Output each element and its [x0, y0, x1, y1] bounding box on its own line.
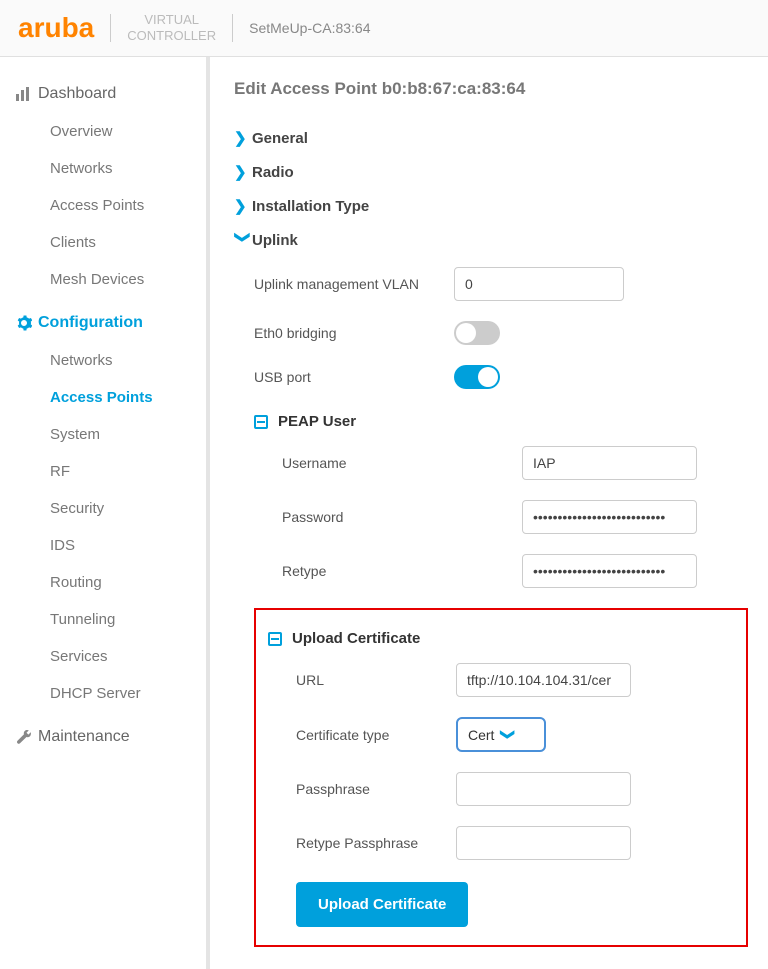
section-radio[interactable]: ❯ Radio	[234, 155, 768, 189]
url-label: URL	[296, 672, 456, 688]
divider	[232, 14, 233, 42]
chevron-down-icon: ❯	[234, 231, 252, 249]
section-general-label: General	[252, 130, 308, 147]
section-installation-label: Installation Type	[252, 198, 369, 215]
username-label: Username	[282, 455, 522, 471]
sidebar-item-conf-services[interactable]: Services	[0, 638, 206, 675]
eth0-bridging-toggle[interactable]	[454, 321, 500, 345]
sidebar-configuration-label: Configuration	[38, 314, 143, 332]
sidebar-item-conf-dhcp[interactable]: DHCP Server	[0, 675, 206, 712]
collapse-icon	[254, 415, 268, 429]
header-bar: aruba VIRTUAL CONTROLLER SetMeUp-CA:83:6…	[0, 0, 768, 57]
sidebar-item-overview[interactable]: Overview	[0, 113, 206, 150]
url-input[interactable]	[456, 663, 631, 697]
section-radio-label: Radio	[252, 164, 294, 181]
certificate-type-label: Certificate type	[296, 727, 456, 743]
uplink-vlan-label: Uplink management VLAN	[254, 276, 454, 292]
sidebar-item-conf-networks[interactable]: Networks	[0, 342, 206, 379]
sidebar-item-conf-routing[interactable]: Routing	[0, 564, 206, 601]
password-input[interactable]	[522, 500, 697, 534]
sidebar-item-mesh-devices[interactable]: Mesh Devices	[0, 261, 206, 298]
sidebar-item-networks[interactable]: Networks	[0, 150, 206, 187]
usb-port-toggle[interactable]	[454, 365, 500, 389]
uplink-vlan-input[interactable]	[454, 267, 624, 301]
chevron-right-icon: ❯	[234, 197, 252, 215]
chevron-down-icon: ❯	[500, 729, 517, 741]
upload-certificate-button[interactable]: Upload Certificate	[296, 882, 468, 927]
retype-passphrase-label: Retype Passphrase	[296, 835, 456, 851]
divider	[110, 14, 111, 42]
retype-passphrase-input[interactable]	[456, 826, 631, 860]
sidebar-dashboard-label: Dashboard	[38, 85, 116, 103]
passphrase-input[interactable]	[456, 772, 631, 806]
sidebar-item-access-points[interactable]: Access Points	[0, 187, 206, 224]
sidebar-maintenance[interactable]: Maintenance	[0, 718, 206, 756]
sidebar-configuration[interactable]: Configuration	[0, 304, 206, 342]
sidebar: Dashboard Overview Networks Access Point…	[0, 57, 210, 969]
sidebar-item-conf-ids[interactable]: IDS	[0, 527, 206, 564]
chevron-right-icon: ❯	[234, 163, 252, 181]
section-uplink-label: Uplink	[252, 232, 298, 249]
usb-port-label: USB port	[254, 369, 454, 385]
wrench-icon	[16, 728, 38, 746]
logo: aruba	[18, 12, 94, 44]
sidebar-maintenance-label: Maintenance	[38, 728, 130, 746]
certificate-type-value: Cert	[468, 727, 494, 743]
sidebar-item-conf-access-points[interactable]: Access Points	[0, 379, 206, 416]
sidebar-item-conf-rf[interactable]: RF	[0, 453, 206, 490]
dashboard-icon	[16, 85, 38, 103]
section-general[interactable]: ❯ General	[234, 121, 768, 155]
retype-input[interactable]	[522, 554, 697, 588]
page-title: Edit Access Point b0:b8:67:ca:83:64	[234, 79, 768, 99]
peap-user-section[interactable]: PEAP User	[254, 407, 768, 436]
sidebar-item-clients[interactable]: Clients	[0, 224, 206, 261]
passphrase-label: Passphrase	[296, 781, 456, 797]
certificate-type-select[interactable]: Cert ❯	[456, 717, 546, 752]
eth0-bridging-label: Eth0 bridging	[254, 325, 454, 341]
section-installation-type[interactable]: ❯ Installation Type	[234, 189, 768, 223]
virtual-controller-label: VIRTUAL CONTROLLER	[127, 12, 216, 43]
upload-certificate-title: Upload Certificate	[292, 630, 420, 647]
section-uplink[interactable]: ❯ Uplink	[234, 223, 768, 257]
sidebar-item-conf-security[interactable]: Security	[0, 490, 206, 527]
content-panel: Edit Access Point b0:b8:67:ca:83:64 ❯ Ge…	[210, 57, 768, 969]
sidebar-dashboard[interactable]: Dashboard	[0, 75, 206, 113]
upload-certificate-box: Upload Certificate URL Certificate type …	[254, 608, 748, 947]
username-input[interactable]	[522, 446, 697, 480]
gear-icon	[16, 314, 38, 332]
retype-label: Retype	[282, 563, 522, 579]
chevron-right-icon: ❯	[234, 129, 252, 147]
peap-user-title: PEAP User	[278, 413, 356, 430]
upload-certificate-section[interactable]: Upload Certificate	[268, 624, 734, 653]
sidebar-item-conf-tunneling[interactable]: Tunneling	[0, 601, 206, 638]
sidebar-item-conf-system[interactable]: System	[0, 416, 206, 453]
collapse-icon	[268, 632, 282, 646]
device-name: SetMeUp-CA:83:64	[249, 20, 370, 36]
password-label: Password	[282, 509, 522, 525]
